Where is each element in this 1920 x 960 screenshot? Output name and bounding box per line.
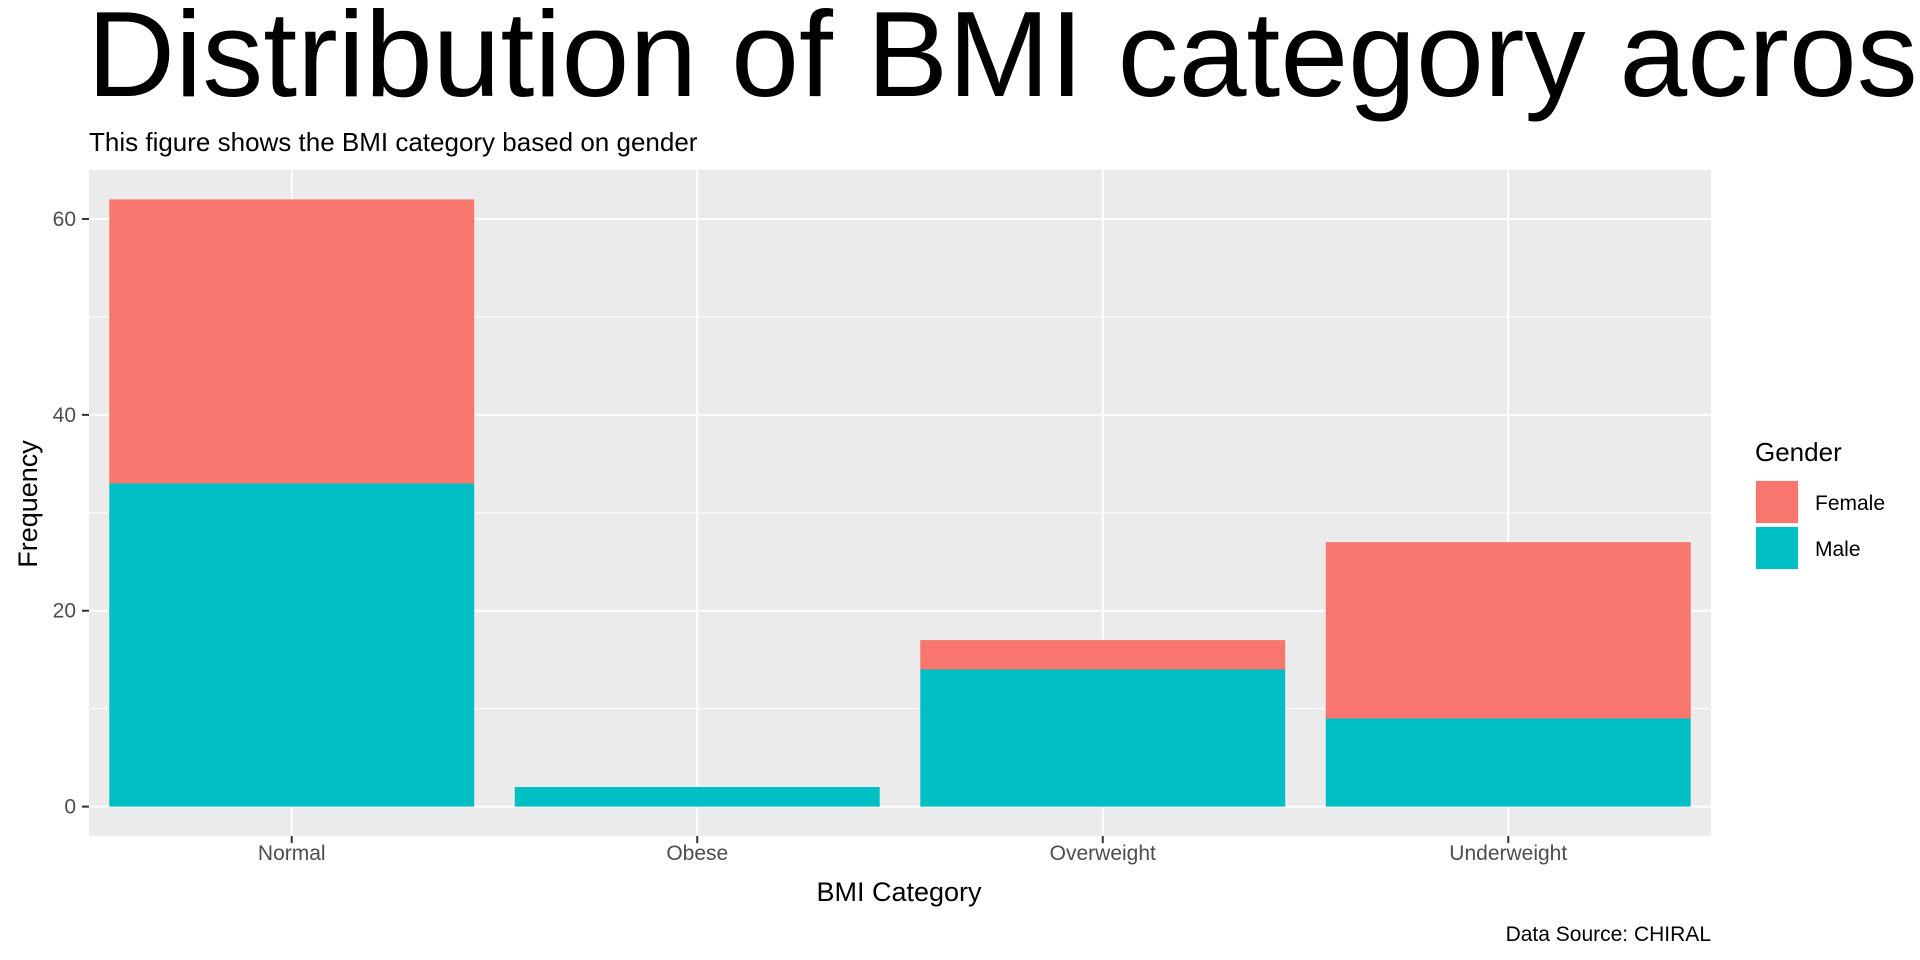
legend-label-female: Female [1815,492,1885,515]
x-axis-title: BMI Category [816,877,982,907]
x-tick-label-obese: Obese [666,842,728,865]
y-tick-label: 40 [53,404,76,427]
bar-male-obese [514,787,880,807]
legend-label-male: Male [1815,538,1861,561]
legend-swatch-female [1756,481,1798,523]
x-tick-label-overweight: Overweight [1050,842,1156,865]
chart-title: Distribution of BMI category across Ge [87,0,1920,122]
y-tick-label: 60 [53,208,76,231]
bar-female-underweight [1325,542,1691,719]
chart-subtitle: This figure shows the BMI category based… [89,127,698,157]
y-axis-title: Frequency [13,440,43,568]
y-tick-label: 0 [64,796,76,819]
y-tick-label: 20 [53,600,76,623]
y-axis-ticks: 0 20 40 60 [53,208,89,819]
bar-male-overweight [920,669,1286,807]
x-axis-ticks: Normal Obese Overweight Underweight [258,836,1567,865]
caption: Data Source: CHIRAL [1506,923,1711,946]
legend-swatch-male [1756,527,1798,569]
bar-male-underweight [1325,718,1691,807]
bar-male-normal [109,483,475,807]
bar-female-normal [109,199,475,484]
bars [109,199,1691,807]
bar-female-overweight [920,640,1286,670]
x-tick-label-underweight: Underweight [1449,842,1567,865]
legend: Gender Female Male [1755,437,1885,570]
legend-title: Gender [1755,437,1842,467]
x-tick-label-normal: Normal [258,842,326,865]
